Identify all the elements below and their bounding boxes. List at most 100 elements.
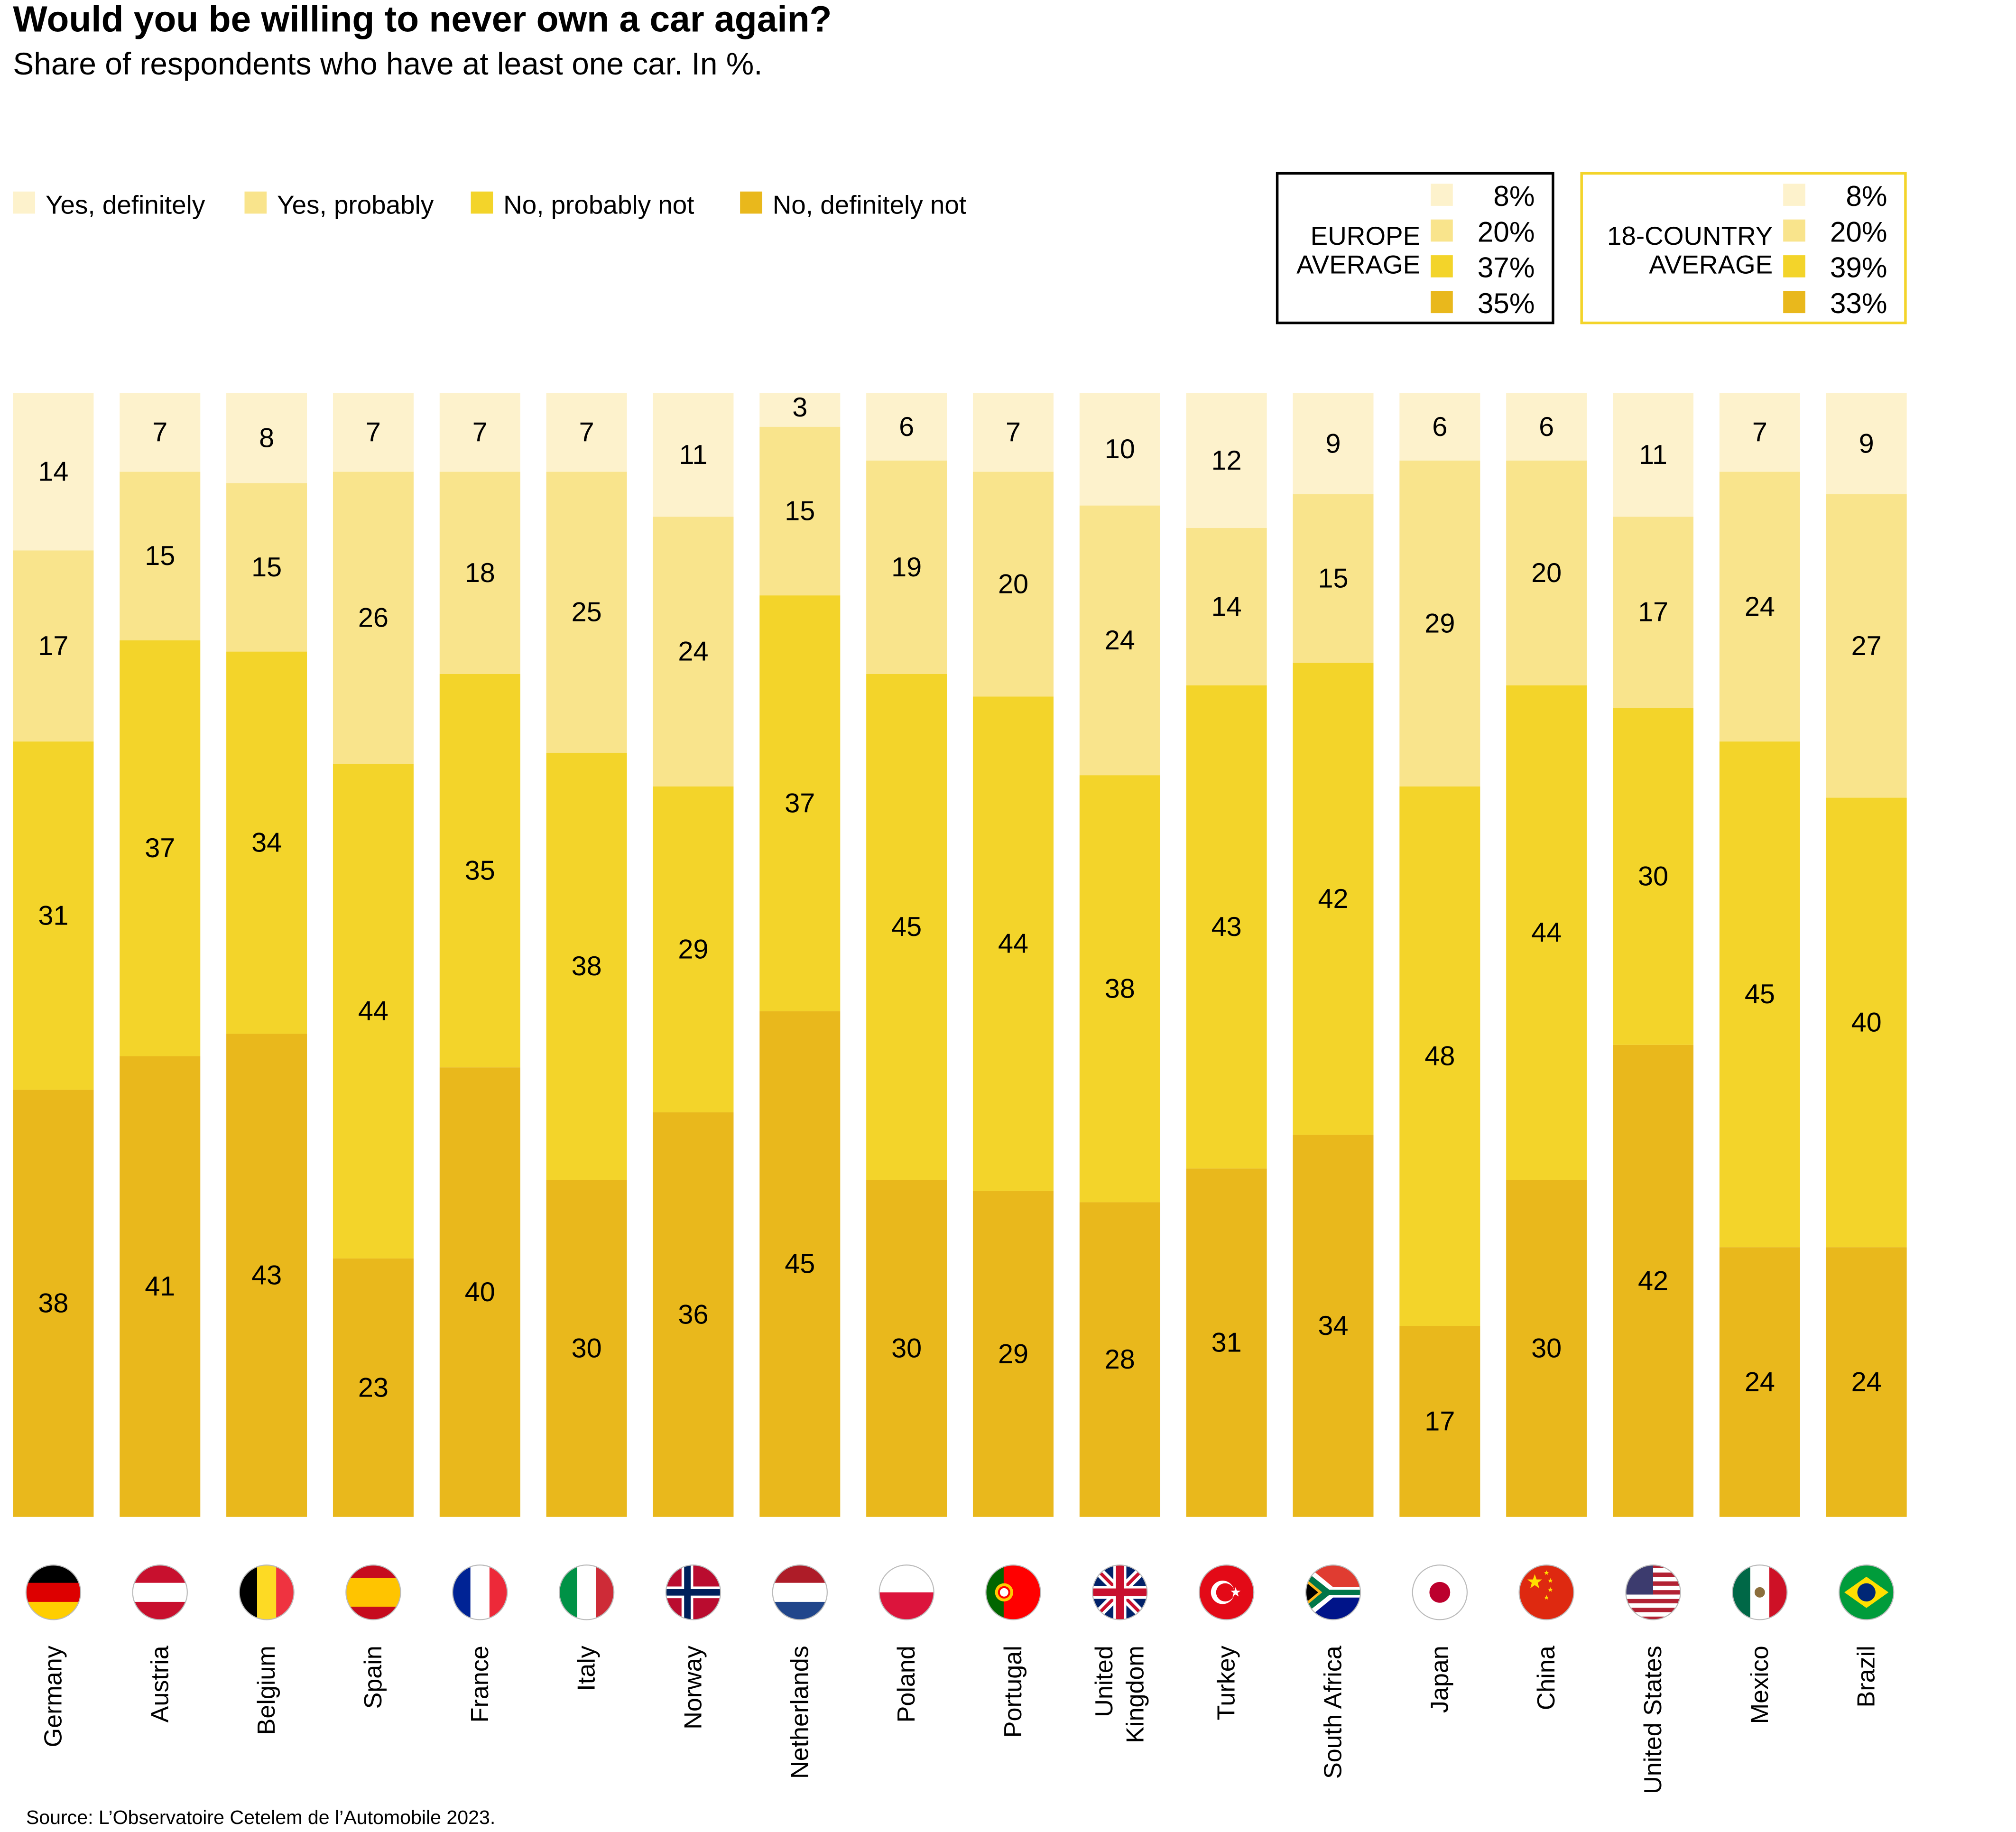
bar-segment <box>1719 741 1800 1248</box>
country-label: Poland <box>893 1646 920 1722</box>
country-label: Germany <box>39 1646 67 1747</box>
data-label: 15 <box>1318 564 1348 594</box>
bar-poland: 6 19 45 30 <box>866 393 947 1517</box>
bar-united-kingdom: 10 24 38 28 <box>1079 393 1160 1517</box>
italy-flag-icon <box>559 1565 614 1620</box>
bar-segment <box>1826 797 1907 1248</box>
bar-segment <box>1719 393 1800 472</box>
data-label: 24 <box>1745 592 1775 622</box>
bar-segment <box>866 393 947 461</box>
bar-segment <box>653 1112 734 1517</box>
bar-segment <box>653 786 734 1112</box>
bar-segment <box>1293 663 1374 1135</box>
bar-segment <box>333 1258 414 1517</box>
bar-brazil: 9 27 40 24 <box>1826 393 1907 1517</box>
brazil-flag-icon <box>1839 1565 1894 1620</box>
bar-segment <box>1826 1247 1907 1517</box>
bar-segment <box>226 483 307 652</box>
data-label: 9 <box>1859 428 1874 459</box>
bar-segment <box>653 393 734 517</box>
data-label: 26 <box>358 603 388 633</box>
average-value: 20% <box>1830 215 1887 248</box>
flag-outline <box>1518 1564 1574 1620</box>
data-label: 6 <box>899 412 914 442</box>
bar-italy: 7 25 38 30 <box>546 393 627 1517</box>
bar-segment <box>546 1180 627 1517</box>
bar-segment <box>546 393 627 472</box>
data-label: 3 <box>792 392 807 423</box>
legend-swatch <box>13 191 36 214</box>
bar-segment <box>866 460 947 674</box>
data-label: 37 <box>785 788 815 818</box>
bar-segment <box>759 1011 841 1517</box>
bar-turkey: 12 14 43 31 <box>1186 393 1267 1517</box>
bar-segment <box>546 752 627 1180</box>
data-label: 7 <box>472 417 488 448</box>
bar-segment <box>120 393 201 472</box>
country-label: Mexico <box>1746 1646 1774 1724</box>
data-label: 27 <box>1851 631 1882 661</box>
data-label: 17 <box>1424 1406 1455 1436</box>
bar-segment <box>120 1056 201 1517</box>
bar-segment <box>1506 393 1587 461</box>
poland-flag-icon <box>879 1565 934 1620</box>
data-label: 6 <box>1539 412 1554 442</box>
bar-segment <box>1079 775 1160 1203</box>
average-value: 20% <box>1478 215 1535 248</box>
bar-united-states: 11 17 30 42 <box>1613 393 1693 1517</box>
bar-segment <box>333 393 414 472</box>
bar-segment <box>1826 393 1907 494</box>
bar-segment <box>1399 1326 1480 1517</box>
data-label: 7 <box>1006 417 1021 448</box>
bar-segment <box>439 1067 520 1517</box>
bar-segment <box>333 764 414 1258</box>
mexico-flag-icon <box>1732 1565 1787 1620</box>
legend-swatch <box>244 191 267 214</box>
data-label: 15 <box>785 496 815 526</box>
bar-belgium: 8 15 34 43 <box>226 393 307 1517</box>
bar-china: 6 20 44 30 <box>1506 393 1587 1517</box>
data-label: 34 <box>1318 1311 1348 1341</box>
data-label: 20 <box>998 569 1028 599</box>
data-label: 45 <box>1745 979 1775 1009</box>
bar-segment <box>226 393 307 483</box>
average-swatch <box>1431 291 1453 314</box>
bar-segment <box>1826 494 1907 798</box>
average-label: AVERAGE <box>1649 250 1773 279</box>
data-label: 45 <box>891 912 922 942</box>
data-label: 24 <box>678 637 708 667</box>
flag-outline <box>1092 1564 1148 1620</box>
bar-segment <box>972 393 1054 472</box>
data-label: 29 <box>678 934 708 964</box>
data-label: 12 <box>1211 445 1242 476</box>
bars: 1417313871537418153443726442371835407253… <box>13 392 1907 1517</box>
average-label: EUROPE <box>1311 221 1421 250</box>
bar-segment <box>1719 1247 1800 1517</box>
data-label: 36 <box>678 1299 708 1330</box>
country-label: China <box>1533 1646 1560 1710</box>
data-label: 19 <box>891 552 922 583</box>
country-label: Brazil <box>1853 1646 1880 1707</box>
data-label: 29 <box>1424 608 1455 638</box>
japan-flag-icon <box>1412 1565 1467 1620</box>
data-label: 17 <box>1638 597 1668 628</box>
bar-segment <box>1399 393 1480 461</box>
average-swatch <box>1783 291 1805 314</box>
country-label: United Kingdom <box>1091 1646 1149 1743</box>
bar-segment <box>1506 1180 1587 1517</box>
data-label: 24 <box>1745 1367 1775 1397</box>
bar-mexico: 7 24 45 24 <box>1719 393 1800 1517</box>
average-swatch <box>1431 219 1453 242</box>
bar-segment <box>1079 1202 1160 1517</box>
country-label: Norway <box>679 1646 707 1730</box>
bar-segment <box>439 393 520 472</box>
bar-portugal: 7 20 44 29 <box>972 393 1054 1517</box>
average-value: 39% <box>1830 251 1887 284</box>
bar-japan: 6 29 48 17 <box>1399 393 1480 1517</box>
data-label: 30 <box>1531 1333 1562 1363</box>
bar-segment <box>1506 460 1587 685</box>
bar-segment <box>120 640 201 1056</box>
average-value: 33% <box>1830 287 1887 319</box>
flag-outline <box>345 1564 401 1620</box>
